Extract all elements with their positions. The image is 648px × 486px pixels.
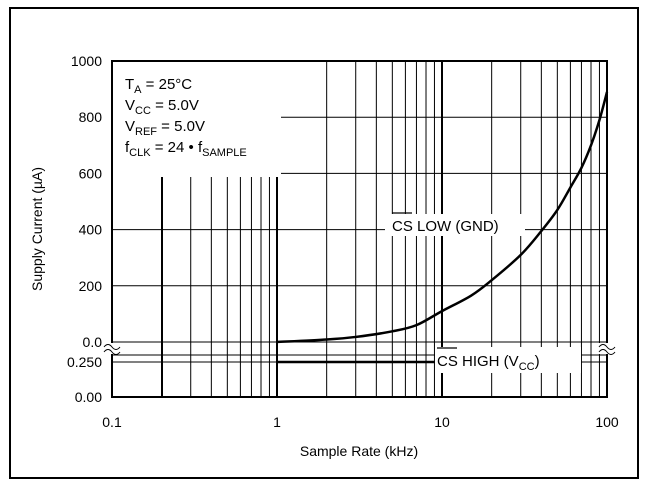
axis-break-marks bbox=[103, 343, 616, 355]
condition-subscript: SAMPLE bbox=[202, 147, 247, 159]
series-label-cs-high: CS HIGH (VCC) bbox=[437, 353, 540, 373]
condition-symbol: T bbox=[125, 76, 134, 93]
label-background bbox=[385, 214, 525, 236]
condition-line: VREF = 5.0V bbox=[125, 118, 205, 138]
condition-subscript: CLK bbox=[129, 147, 151, 159]
series-label-rest: HIGH (V bbox=[458, 353, 519, 370]
series-label-end: ) bbox=[535, 353, 540, 370]
series-cs-low-line bbox=[276, 91, 609, 344]
series-label-cs-low: CS LOW (GND) bbox=[392, 218, 499, 235]
condition-value: = 5.0V bbox=[151, 97, 199, 114]
x-tick-label: 100 bbox=[595, 414, 619, 430]
y-tick-label: 0.0 bbox=[83, 334, 103, 350]
condition-line: VCC = 5.0V bbox=[125, 97, 199, 117]
condition-line: fCLK = 24 • fSAMPLE bbox=[125, 139, 247, 159]
condition-line: TA = 25°C bbox=[125, 76, 192, 96]
series-label-overbar-text: CS bbox=[437, 353, 458, 370]
condition-value: = 25°C bbox=[142, 76, 193, 93]
y-tick-label: 200 bbox=[79, 278, 103, 294]
series-label-rest: LOW (GND) bbox=[413, 218, 499, 235]
break-mark bbox=[103, 349, 121, 355]
series-labels: CS LOW (GND)CS HIGH (VCC) bbox=[385, 212, 581, 373]
break-mark bbox=[598, 344, 616, 350]
condition-symbol: V bbox=[125, 97, 135, 114]
page-border bbox=[9, 7, 639, 479]
x-tick-label: 1 bbox=[273, 414, 281, 430]
break-mask bbox=[103, 343, 121, 354]
y-tick-label: 400 bbox=[79, 222, 103, 238]
y-tick-label: 600 bbox=[79, 165, 103, 181]
x-tick-label: 0.1 bbox=[102, 414, 122, 430]
condition-subscript: A bbox=[134, 84, 142, 96]
plot-area-border bbox=[111, 60, 608, 398]
break-mark bbox=[598, 349, 616, 355]
y-tick-label: 800 bbox=[79, 109, 103, 125]
y-tick-label: 0.00 bbox=[75, 389, 102, 405]
condition-symbol: V bbox=[125, 118, 135, 135]
x-tick-label: 10 bbox=[434, 414, 450, 430]
label-background bbox=[435, 347, 581, 373]
y-axis-label: Supply Current (µA) bbox=[29, 167, 45, 291]
x-axis-label: Sample Rate (kHz) bbox=[300, 443, 418, 459]
break-mask bbox=[598, 343, 616, 354]
condition-symbol: f bbox=[125, 139, 130, 156]
condition-subscript: REF bbox=[135, 126, 157, 138]
y-tick-label: 1000 bbox=[71, 53, 102, 69]
y-tick-label: 0.250 bbox=[67, 354, 102, 370]
condition-value: = 24 • f bbox=[151, 139, 203, 156]
series-label-subscript: CC bbox=[519, 361, 535, 373]
condition-subscript: CC bbox=[135, 105, 151, 117]
series-label-overbar-text: CS bbox=[392, 218, 413, 235]
conditions-background bbox=[113, 62, 281, 177]
condition-value: = 5.0V bbox=[157, 118, 205, 135]
tick-labels: 0.1 1 10 100 1000 800 600 400 200 0.0 0.250 0.00 bbox=[67, 53, 619, 430]
break-mark bbox=[103, 344, 121, 350]
